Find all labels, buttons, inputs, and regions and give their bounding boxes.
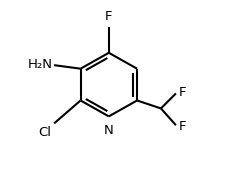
Text: F: F xyxy=(178,121,186,134)
Text: Cl: Cl xyxy=(38,126,51,139)
Text: F: F xyxy=(105,10,112,23)
Text: N: N xyxy=(104,124,113,137)
Text: F: F xyxy=(178,85,186,98)
Text: H₂N: H₂N xyxy=(28,58,53,71)
